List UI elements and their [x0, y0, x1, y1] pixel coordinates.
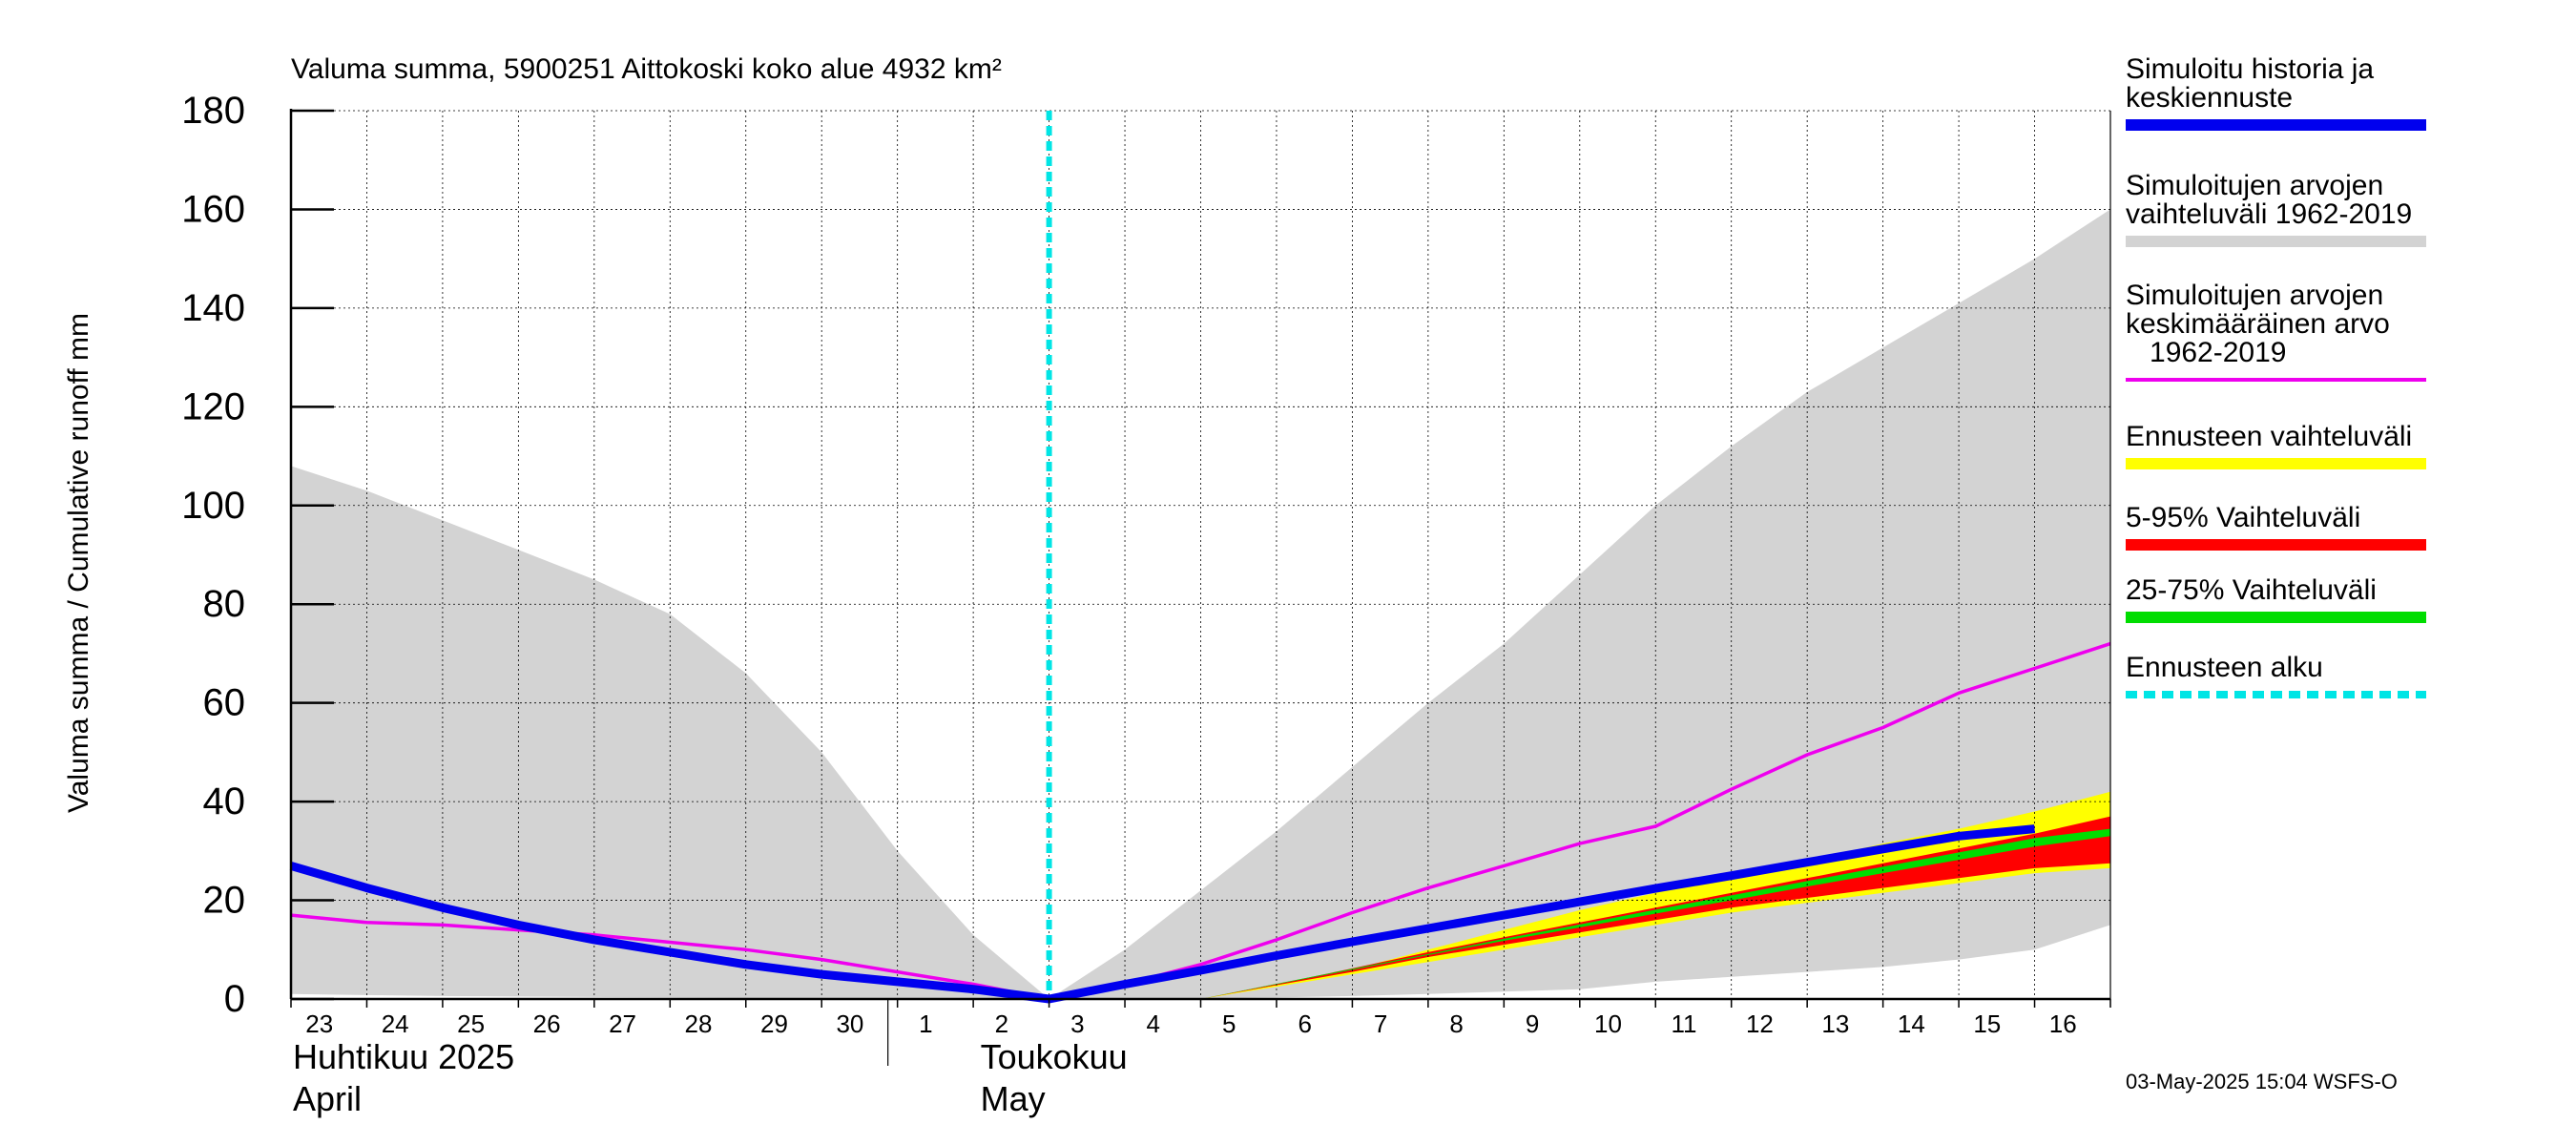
day-label-9: 2 [995, 1010, 1008, 1038]
day-label-11: 4 [1147, 1010, 1160, 1038]
day-label-6: 29 [760, 1010, 788, 1038]
day-label-21: 14 [1898, 1010, 1925, 1038]
day-label-12: 5 [1222, 1010, 1236, 1038]
day-label-19: 12 [1746, 1010, 1774, 1038]
legend-label-0: Simuloitu historia ja [2126, 53, 2374, 85]
day-label-8: 1 [919, 1010, 932, 1038]
y-tick-label-4: 80 [203, 583, 246, 625]
band-2 [1200, 816, 2110, 999]
month-sublabel-1: May [981, 1079, 1046, 1118]
legend-label-2-1: keskimääräinen arvo [2126, 308, 2390, 340]
legend-label-1: Simuloitujen arvojen [2126, 170, 2383, 201]
day-label-17: 10 [1594, 1010, 1622, 1038]
day-label-23: 16 [2049, 1010, 2077, 1038]
legend-label-1-1: vaihteluväli 1962-2019 [2126, 198, 2412, 230]
day-label-20: 13 [1821, 1010, 1849, 1038]
series-line-1 [289, 824, 2035, 1004]
y-tick-label-2: 40 [203, 781, 246, 822]
y-tick-label-3: 60 [203, 682, 246, 724]
chart-title: Valuma summa, 5900251 Aittokoski koko al… [291, 53, 1002, 85]
legend-label-2-2: 1962-2019 [2126, 337, 2286, 368]
y-tick-label-1: 20 [203, 880, 246, 922]
y-tick-label-9: 180 [181, 90, 245, 132]
y-axis-label: Valuma summa / Cumulative runoff mm [63, 313, 94, 813]
legend-label-3: Ennusteen vaihteluväli [2126, 421, 2412, 452]
day-label-14: 7 [1374, 1010, 1387, 1038]
legend-label-4: 5-95% Vaihteluväli [2126, 502, 2360, 533]
timestamp-footer: 03-May-2025 15:04 WSFS-O [2126, 1070, 2398, 1093]
month-sublabel-0: April [293, 1079, 362, 1118]
day-label-4: 27 [609, 1010, 636, 1038]
day-label-2: 25 [457, 1010, 485, 1038]
day-label-1: 24 [382, 1010, 409, 1038]
day-label-13: 6 [1298, 1010, 1311, 1038]
day-label-18: 11 [1671, 1010, 1696, 1038]
day-label-0: 23 [305, 1010, 333, 1038]
day-label-16: 9 [1526, 1010, 1539, 1038]
legend-label-5: 25-75% Vaihteluväli [2126, 574, 2377, 606]
legend-label-2: Simuloitujen arvojen [2126, 280, 2383, 311]
day-label-3: 26 [533, 1010, 561, 1038]
y-tick-label-6: 120 [181, 385, 245, 427]
month-label-1: Toukokuu [981, 1037, 1128, 1076]
day-label-5: 28 [685, 1010, 713, 1038]
y-tick-label-8: 160 [181, 188, 245, 230]
y-tick-label-0: 0 [224, 978, 245, 1020]
legend-label-6: Ennusteen alku [2126, 652, 2323, 683]
band-3 [1200, 828, 2110, 999]
y-tick-label-5: 100 [181, 485, 245, 527]
day-label-7: 30 [836, 1010, 863, 1038]
series-line-0 [290, 641, 2111, 1001]
legend-label-0-1: keskiennuste [2126, 82, 2293, 114]
month-label-0: Huhtikuu 2025 [293, 1037, 514, 1076]
day-label-22: 15 [1973, 1010, 2001, 1038]
band-1 [1200, 791, 2110, 999]
day-label-15: 8 [1449, 1010, 1463, 1038]
day-label-10: 3 [1070, 1010, 1084, 1038]
lines-layer [289, 641, 2111, 1004]
y-tick-label-7: 140 [181, 287, 245, 329]
